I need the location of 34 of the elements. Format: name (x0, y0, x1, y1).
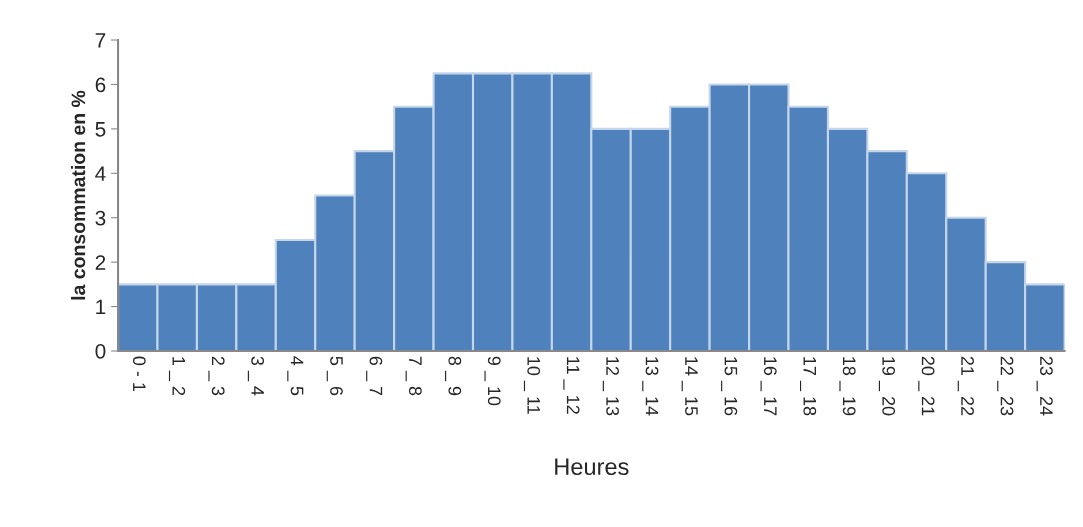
y-tick-label: 3 (95, 210, 106, 226)
x-tick-label: 18 _ 19 (839, 357, 856, 416)
y-tick-label: 5 (95, 122, 106, 137)
x-tick-label: 3 _ 4 (247, 356, 265, 396)
x-tick-label: 4 _ 5 (287, 356, 304, 396)
x-tick-label: 11 _ 12 (563, 357, 580, 414)
x-tick-label: 5 _ 6 (326, 356, 343, 396)
y-tick-label: 0 (95, 343, 106, 359)
x-tick-label: 15 _ 16 (721, 357, 738, 416)
y-tick-label: 2 (95, 255, 106, 270)
x-tick-label: 19 _ 20 (878, 357, 896, 416)
x-tick-label: 10 _ 11 (523, 357, 541, 414)
x-tick-label: 1 _ 2 (168, 357, 186, 396)
x-axis-title: Heures (555, 458, 629, 476)
x-tick-label: 12 _ 13 (602, 357, 619, 416)
x-tick-label: 13 _ 14 (642, 357, 659, 416)
x-tick-label: 0 - 1 (132, 356, 146, 392)
x-tick-label: 21 _ 22 (957, 356, 974, 416)
x-tick-label: 20 _ 21 (918, 356, 935, 416)
y-tick-label: 7 (95, 33, 106, 48)
x-tick-label: 14 _ 15 (681, 357, 698, 416)
x-tick-label: 22 _ 23 (997, 356, 1014, 416)
y-tick-label: 6 (95, 77, 106, 93)
x-tick-label: 16 _ 17 (760, 357, 777, 416)
y-axis-title: la consommation en % (70, 90, 86, 300)
x-tick-label: 7 _ 8 (405, 356, 422, 396)
x-tick-label: 2 _ 3 (208, 356, 225, 396)
x-tick-label: 8 _ 9 (445, 356, 462, 396)
y-tick-label: 4 (95, 166, 106, 181)
y-tick-label: 1 (96, 299, 106, 315)
x-tick-label: 17 _ 18 (799, 357, 817, 416)
x-tick-label: 9 _ 10 (484, 356, 501, 406)
x-tick-label: 6 _ 7 (366, 356, 383, 396)
x-tick-label: 23 _ 24 (1036, 356, 1053, 416)
